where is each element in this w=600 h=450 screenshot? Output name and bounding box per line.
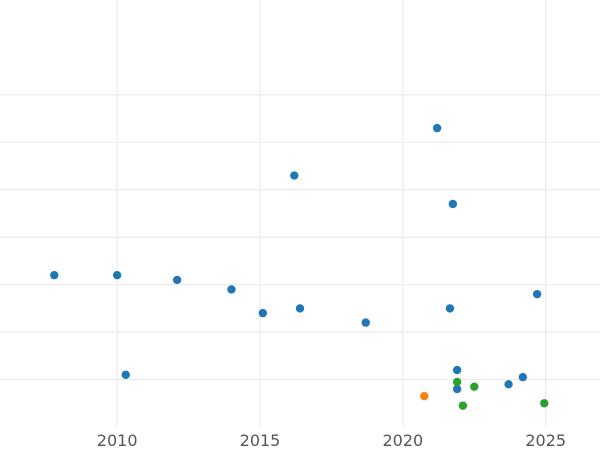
data-point: [50, 270, 59, 280]
x-tick-label: 2010: [97, 431, 138, 450]
data-point: [445, 304, 455, 313]
x-tick-label: 2015: [240, 431, 281, 450]
x-axis-ticks: 2010 2015 2020 2025: [97, 431, 566, 450]
data-point: [448, 199, 458, 209]
data-point: [532, 289, 542, 299]
data-point: [227, 285, 236, 294]
data-points: [50, 123, 549, 410]
data-point: [112, 270, 122, 280]
x-tick-label: 2020: [382, 431, 423, 450]
data-point: [458, 401, 468, 410]
data-point: [540, 399, 549, 408]
data-point: [504, 380, 513, 389]
data-point: [432, 123, 442, 133]
data-point: [518, 372, 528, 382]
data-point: [452, 384, 462, 394]
data-point: [172, 275, 182, 285]
data-point: [420, 391, 429, 401]
data-point: [470, 382, 479, 391]
data-point: [452, 377, 462, 387]
data-point: [452, 365, 462, 375]
x-tick-label: 2025: [525, 431, 566, 450]
grid: [0, 0, 600, 427]
data-point: [290, 171, 299, 180]
data-point: [258, 308, 268, 318]
data-point: [121, 370, 130, 380]
data-point: [361, 318, 370, 327]
data-point: [295, 304, 305, 313]
